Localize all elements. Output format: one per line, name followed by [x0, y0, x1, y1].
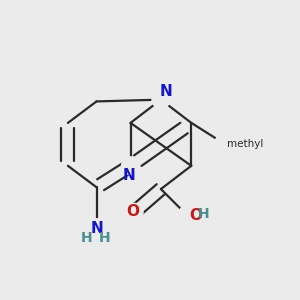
Text: H: H	[99, 231, 110, 245]
Text: H: H	[198, 207, 209, 221]
Text: N: N	[90, 221, 103, 236]
Circle shape	[178, 206, 198, 226]
Text: O: O	[127, 204, 140, 219]
Text: methyl: methyl	[227, 139, 263, 148]
Text: N: N	[123, 168, 136, 183]
Circle shape	[85, 219, 108, 242]
Text: H: H	[81, 231, 92, 245]
Circle shape	[214, 134, 236, 155]
Text: O: O	[189, 208, 202, 224]
Circle shape	[152, 91, 170, 109]
Circle shape	[125, 203, 143, 221]
Circle shape	[122, 157, 140, 175]
Text: N: N	[159, 84, 172, 99]
